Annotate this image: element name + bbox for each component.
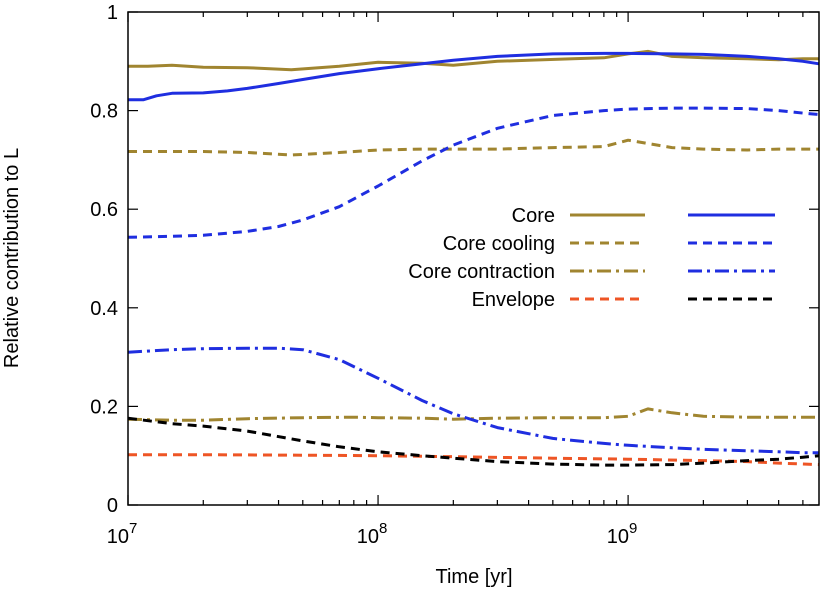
x-axis-label: Time [yr] (435, 566, 512, 588)
x-tick-label: 107 (107, 520, 138, 548)
plot-series (127, 49, 820, 467)
legend-label: Core cooling (443, 233, 555, 255)
x-tick-label: 108 (357, 520, 388, 548)
y-tick-label: 0 (107, 495, 118, 517)
series-line-gold-core-cooling (128, 138, 819, 157)
legend: Core Core cooling Core contraction Envelope (408, 205, 775, 311)
y-tick-label: 0.6 (90, 199, 118, 221)
legend-label: Core (512, 205, 555, 227)
legend-label: Core contraction (408, 261, 555, 283)
series-line-gold-core-contraction (127, 407, 819, 422)
y-tick-label: 0.4 (90, 298, 118, 320)
x-tick-label: 109 (607, 520, 638, 548)
legend-label: Envelope (472, 289, 555, 311)
x-tick-exponent: 7 (129, 520, 137, 537)
series-line-gold-envelope (128, 453, 820, 467)
x-tick-exponent: 8 (379, 520, 387, 537)
series-line-blue-core-contraction (127, 346, 819, 455)
y-tick-label: 1 (107, 2, 118, 24)
y-tick-label: 0.8 (90, 101, 118, 123)
y-axis-label: Relative contribution to L (1, 148, 23, 368)
series-line-blue-envelope (127, 416, 820, 467)
y-tick-label: 0.2 (90, 396, 118, 418)
x-tick-exponent: 9 (629, 520, 637, 537)
series-line-gold-core (128, 49, 819, 72)
series-line-blue-core-cooling (127, 106, 820, 239)
series-line-blue-core (128, 51, 820, 102)
plot-frame (127, 11, 820, 506)
